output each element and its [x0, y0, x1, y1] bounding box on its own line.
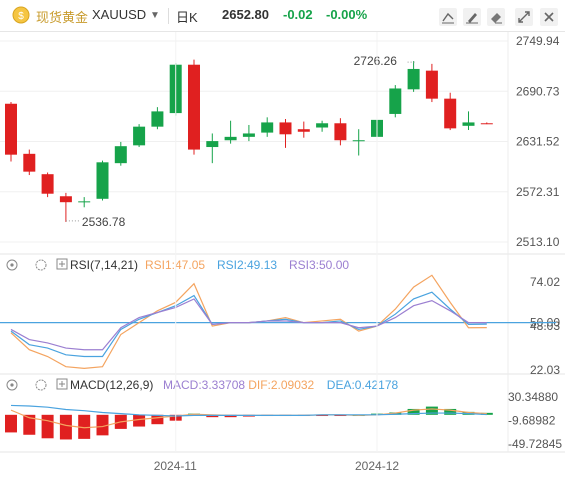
- y-tick-label: 2749.94: [516, 34, 560, 48]
- macd-histogram-bar[interactable]: [425, 406, 438, 415]
- visibility-icon[interactable]: [6, 259, 18, 271]
- y-tick-label: 2572.31: [516, 185, 560, 199]
- candle-body[interactable]: [261, 122, 274, 133]
- candle-body[interactable]: [114, 146, 127, 164]
- candle-body[interactable]: [188, 64, 200, 150]
- period-select[interactable]: 日K: [176, 10, 198, 25]
- x-tick-label: 2024-12: [355, 459, 399, 473]
- draw-pen-icon[interactable]: [462, 7, 482, 27]
- symbol-name[interactable]: 现货黄金: [36, 10, 89, 25]
- rsi-tick-label: 74.02: [530, 275, 560, 289]
- price-change-pct: -0.00%: [326, 7, 368, 22]
- macd-histogram-bar[interactable]: [407, 408, 420, 415]
- svg-text:$: $: [18, 11, 24, 22]
- y-tick-label: 2690.73: [516, 84, 560, 98]
- candle-body[interactable]: [480, 123, 493, 125]
- high-annotation: 2726.26: [354, 54, 398, 68]
- visibility-icon[interactable]: [6, 379, 18, 391]
- candle-body[interactable]: [389, 88, 402, 114]
- last-price: 2652.80: [222, 7, 269, 22]
- candle-body[interactable]: [41, 174, 54, 194]
- macd-title: MACD(12,26,9): [70, 378, 153, 392]
- rsi-tick-label: 48.03: [530, 319, 560, 333]
- dea-line[interactable]: [10, 404, 487, 417]
- macd-histogram-bar[interactable]: [444, 408, 457, 415]
- macd-histogram-bar[interactable]: [133, 414, 146, 427]
- chevron-down-icon[interactable]: ▼: [150, 10, 160, 21]
- rsi-title: RSI(7,14,21): [70, 258, 138, 272]
- rsi-line-2[interactable]: [10, 291, 487, 358]
- macd-histogram-bar[interactable]: [96, 414, 109, 436]
- add-indicator-icon[interactable]: [56, 258, 68, 270]
- x-tick-label: 2024-11: [154, 459, 197, 473]
- close-icon[interactable]: [539, 7, 559, 27]
- macd-tick-label: -49.72845: [508, 437, 562, 451]
- chart-canvas[interactable]: 2749.94 2690.73 2631.52 2572.31 2513.10 2726.…: [0, 32, 565, 480]
- settings-icon[interactable]: [35, 379, 47, 391]
- chart-header: $ 现货黄金 XAUUSD ▼ 日K 2652.80 -0.02 -0.00%: [0, 0, 565, 32]
- divider: [168, 8, 169, 24]
- rsi-line-3[interactable]: [10, 298, 487, 351]
- add-indicator-plus: [59, 381, 65, 387]
- rsi-legend-3: RSI3:50.00: [289, 258, 349, 272]
- y-tick-label: 2631.52: [516, 135, 560, 149]
- candle-body[interactable]: [352, 140, 365, 142]
- candle-body[interactable]: [151, 111, 164, 127]
- macd-histogram-bar[interactable]: [78, 414, 91, 439]
- candle-body[interactable]: [407, 68, 420, 90]
- candle-body[interactable]: [96, 162, 109, 199]
- macd-histogram-bar[interactable]: [23, 414, 36, 435]
- macd-legend-3: DEA:0.42178: [327, 378, 399, 392]
- macd-histogram-bar[interactable]: [59, 414, 72, 440]
- macd-histogram-bar[interactable]: [5, 414, 17, 433]
- candle-body[interactable]: [59, 196, 72, 203]
- low-annotation: 2536.78: [82, 215, 126, 229]
- erase-icon[interactable]: [486, 7, 506, 27]
- candle-body[interactable]: [334, 123, 347, 141]
- price-change: -0.02: [283, 7, 313, 22]
- candle-body[interactable]: [78, 201, 91, 203]
- add-indicator-plus: [59, 261, 65, 267]
- candle-body[interactable]: [224, 136, 237, 141]
- visibility-icon-dot: [10, 263, 14, 267]
- candle-body[interactable]: [279, 122, 292, 135]
- gold-coin-icon: $: [12, 6, 30, 27]
- macd-legend-1: MACD:3.33708: [163, 378, 245, 392]
- candle-body[interactable]: [242, 133, 255, 137]
- macd-tick-label: -9.68982: [508, 414, 556, 428]
- macd-histogram-bar[interactable]: [41, 414, 54, 439]
- rsi-legend-1: RSI1:47.05: [145, 258, 205, 272]
- candle-body[interactable]: [316, 123, 329, 128]
- add-indicator-icon[interactable]: [56, 378, 68, 390]
- candle-body[interactable]: [206, 141, 219, 148]
- macd-legend-2: DIF:2.09032: [248, 378, 314, 392]
- draw-line-icon[interactable]: [438, 7, 458, 27]
- fullscreen-icon[interactable]: [514, 7, 534, 27]
- rsi-line-1[interactable]: [10, 274, 487, 369]
- macd-histogram-bar[interactable]: [480, 412, 493, 415]
- candle-body[interactable]: [462, 122, 475, 126]
- candle-body[interactable]: [297, 129, 310, 132]
- visibility-icon-dot: [10, 383, 14, 387]
- macd-tick-label: 30.34880: [508, 390, 558, 404]
- candle-body[interactable]: [5, 103, 17, 155]
- ticker-select[interactable]: XAUUSD: [92, 7, 147, 22]
- candle-body[interactable]: [133, 126, 146, 146]
- candle-body[interactable]: [425, 70, 438, 99]
- rsi-tick-label: 22.03: [530, 363, 560, 377]
- candle-body[interactable]: [23, 153, 36, 172]
- rsi-legend-2: RSI2:49.13: [217, 258, 277, 272]
- macd-histogram-bar[interactable]: [151, 414, 164, 425]
- candle-body[interactable]: [444, 98, 457, 129]
- settings-icon[interactable]: [35, 259, 47, 271]
- y-tick-label: 2513.10: [516, 235, 560, 249]
